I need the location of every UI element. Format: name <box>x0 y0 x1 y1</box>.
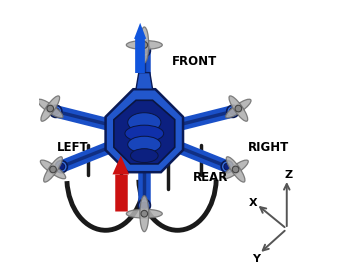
Text: Y: Y <box>252 254 260 264</box>
Ellipse shape <box>226 157 245 182</box>
Ellipse shape <box>44 157 62 182</box>
Ellipse shape <box>128 113 161 132</box>
Polygon shape <box>136 73 153 89</box>
Circle shape <box>224 163 231 170</box>
Text: Z: Z <box>284 170 292 180</box>
Text: X: X <box>249 198 257 208</box>
Ellipse shape <box>126 41 162 49</box>
Circle shape <box>141 202 148 209</box>
Circle shape <box>227 105 239 117</box>
Circle shape <box>229 108 236 115</box>
Circle shape <box>47 105 54 112</box>
Ellipse shape <box>131 149 158 163</box>
Polygon shape <box>114 100 175 164</box>
Circle shape <box>50 166 56 173</box>
Ellipse shape <box>41 96 60 121</box>
Ellipse shape <box>140 27 149 63</box>
Ellipse shape <box>229 96 248 121</box>
Ellipse shape <box>128 136 161 153</box>
Circle shape <box>221 161 233 173</box>
Ellipse shape <box>140 196 149 232</box>
Polygon shape <box>134 23 146 39</box>
Circle shape <box>55 161 67 173</box>
Circle shape <box>235 105 242 112</box>
Ellipse shape <box>40 160 66 179</box>
Circle shape <box>58 163 65 170</box>
Text: FRONT: FRONT <box>171 55 217 68</box>
Text: REAR: REAR <box>193 171 228 184</box>
Text: LEFT: LEFT <box>56 141 88 154</box>
Circle shape <box>141 42 148 48</box>
Circle shape <box>50 105 62 117</box>
Circle shape <box>53 108 59 115</box>
Polygon shape <box>113 156 129 174</box>
Ellipse shape <box>223 160 248 179</box>
Ellipse shape <box>38 99 63 118</box>
Circle shape <box>232 166 239 173</box>
Text: RIGHT: RIGHT <box>248 141 289 154</box>
Circle shape <box>138 44 151 56</box>
Circle shape <box>141 210 148 217</box>
Ellipse shape <box>226 99 251 118</box>
Polygon shape <box>105 89 183 172</box>
Ellipse shape <box>125 125 164 142</box>
Circle shape <box>138 199 151 212</box>
Ellipse shape <box>126 209 162 218</box>
Circle shape <box>141 47 148 54</box>
